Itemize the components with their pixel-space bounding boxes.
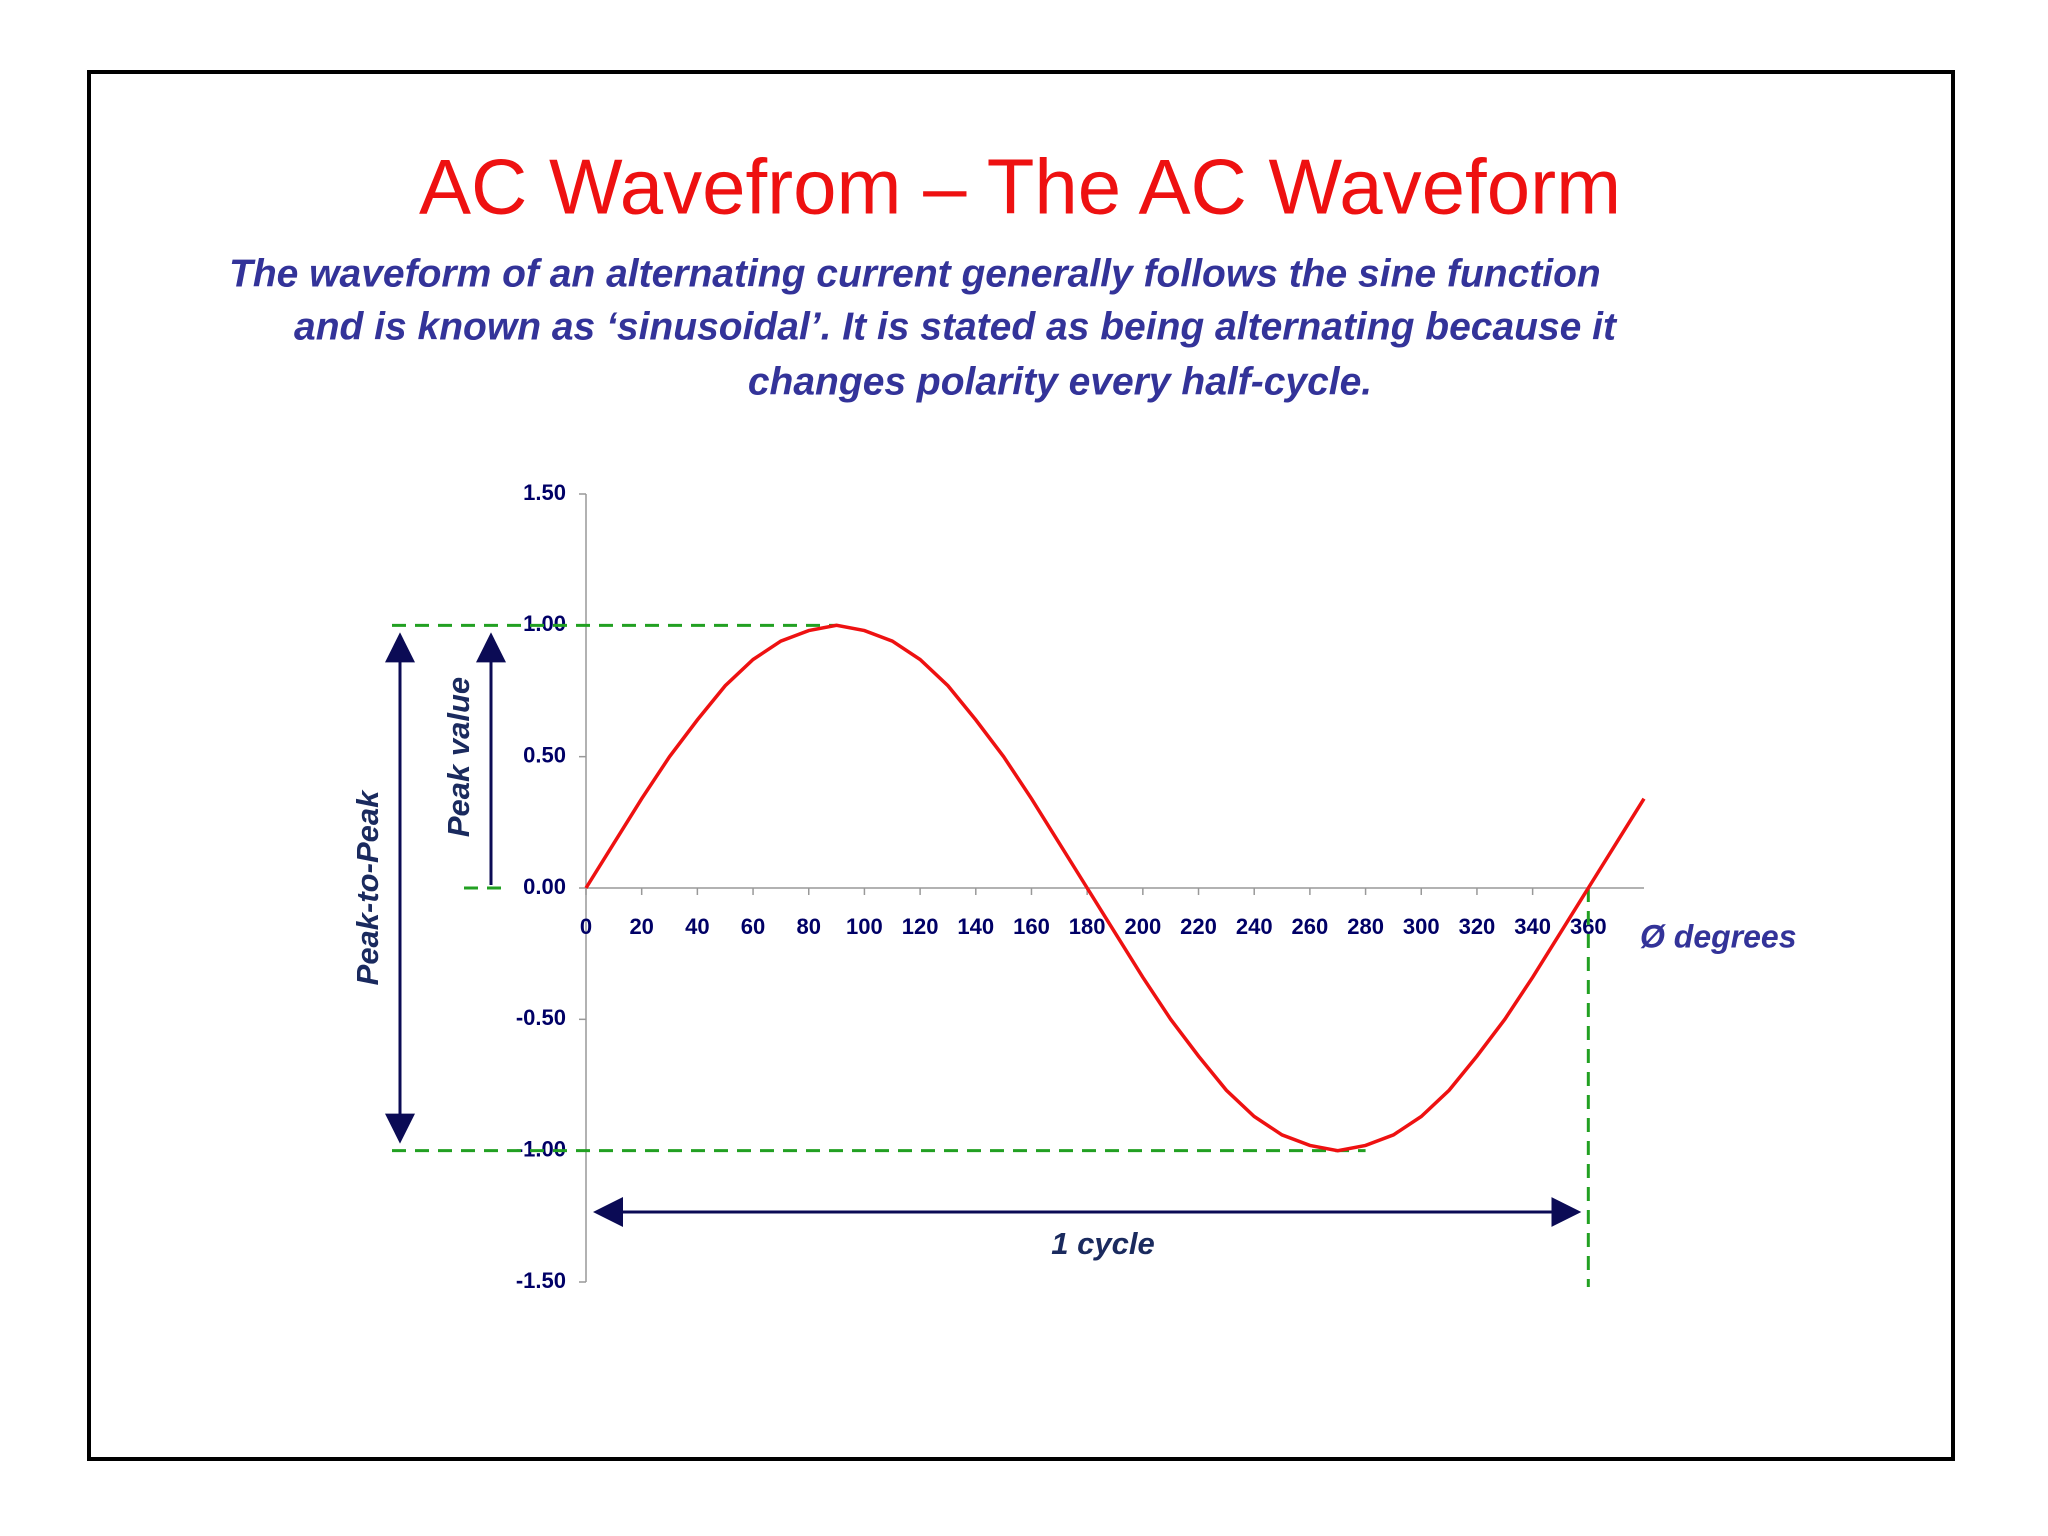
y-tick-label: -1.50 bbox=[516, 1268, 566, 1293]
y-tick-label: -0.50 bbox=[516, 1005, 566, 1030]
x-tick-label: 180 bbox=[1069, 914, 1106, 939]
x-tick-label: 260 bbox=[1292, 914, 1329, 939]
annotation: Peak-to-Peak bbox=[350, 789, 385, 985]
y-tick-label: 1.50 bbox=[523, 480, 566, 505]
x-tick-label: 20 bbox=[629, 914, 653, 939]
x-tick-label: 160 bbox=[1013, 914, 1050, 939]
x-tick-label: 240 bbox=[1236, 914, 1273, 939]
x-tick-label: 60 bbox=[741, 914, 765, 939]
x-tick-label: 100 bbox=[846, 914, 883, 939]
chart-title: AC Wavefrom – The AC Waveform bbox=[419, 143, 1621, 231]
annotation: 1 cycle bbox=[1051, 1226, 1154, 1261]
x-tick-label: 80 bbox=[796, 914, 820, 939]
subtitle-line: The waveform of an alternating current g… bbox=[229, 252, 1601, 295]
y-tick-label: 0.50 bbox=[523, 742, 566, 767]
x-tick-label: 140 bbox=[957, 914, 994, 939]
x-tick-label: 340 bbox=[1514, 914, 1551, 939]
x-tick-label: 300 bbox=[1403, 914, 1440, 939]
sine-line bbox=[584, 623, 1646, 1153]
y-tick-label: -1.00 bbox=[516, 1136, 566, 1161]
annotation: Peak value bbox=[441, 677, 476, 837]
y-tick-label: 1.00 bbox=[523, 611, 566, 636]
x-axis-label: Ø degrees bbox=[1640, 918, 1797, 954]
x-tick-label: 280 bbox=[1347, 914, 1384, 939]
y-tick-label: 0.00 bbox=[523, 874, 566, 899]
x-tick-label: 200 bbox=[1124, 914, 1161, 939]
subtitle-line: changes polarity every half-cycle. bbox=[748, 360, 1372, 403]
x-tick-label: 0 bbox=[580, 914, 592, 939]
subtitle-line: and is known as ‘sinusoidal’. It is stat… bbox=[294, 305, 1618, 348]
x-tick-label: 120 bbox=[902, 914, 939, 939]
x-tick-label: 320 bbox=[1459, 914, 1496, 939]
x-tick-label: 220 bbox=[1180, 914, 1217, 939]
x-tick-label: 40 bbox=[685, 914, 709, 939]
